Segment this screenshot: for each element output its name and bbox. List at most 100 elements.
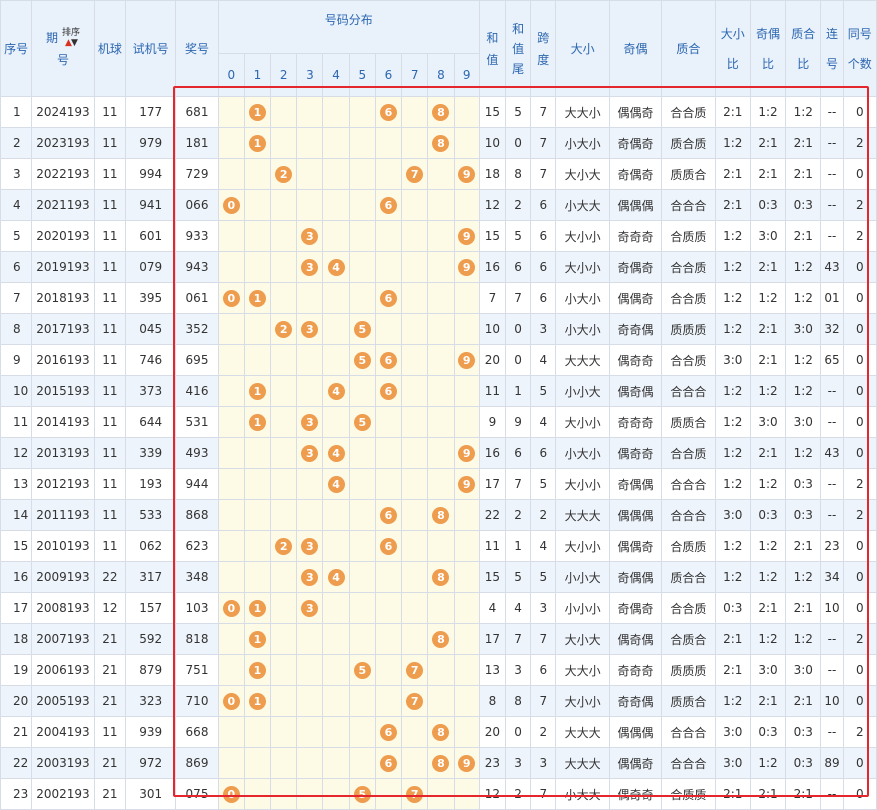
row-sum: 13 <box>478 654 507 686</box>
row-trial: 339 <box>124 437 177 469</box>
digit-cell-3 <box>296 747 324 779</box>
row-sum-tail: 0 <box>504 716 532 748</box>
digit-cell-2 <box>270 96 298 128</box>
row-span: 3 <box>530 313 557 345</box>
row-sum-tail: 7 <box>504 468 532 500</box>
row-bs-ratio: 1:2 <box>714 437 751 469</box>
row-period: 2018193 <box>31 282 95 314</box>
row-same-count: 0 <box>842 282 877 314</box>
digit-ball: 5 <box>353 413 371 431</box>
digit-cell-6: 6 <box>374 344 403 376</box>
table-row: 20 2005193 21 323 710 0 1 7 8 8 7 大小小 奇奇偶 质质合 1:2 2:1 2:… <box>0 685 877 717</box>
row-machine: 11 <box>93 499 126 531</box>
digit-cell-4 <box>322 313 350 345</box>
digit-ball: 8 <box>432 103 450 121</box>
digit-cell-7 <box>401 716 429 748</box>
digit-cell-4 <box>322 623 350 655</box>
row-primecomp: 合合合 <box>661 375 716 407</box>
digit-ball: 3 <box>301 413 319 431</box>
table-row: 18 2007193 21 592 818 1 8 17 7 7 大小大 偶奇偶 合质合 2:1 1:2 1:… <box>0 623 877 655</box>
row-machine: 11 <box>93 220 126 252</box>
row-trial: 373 <box>124 375 177 407</box>
digit-cell-2 <box>270 375 298 407</box>
table-row: 4 2021193 11 941 066 0 6 12 2 6 小大大 偶偶偶 合合合 2:1 0:3 0:3… <box>0 189 877 221</box>
digit-ball: 2 <box>275 320 293 338</box>
sort-toggle[interactable]: 排序 ▲▼ <box>61 28 80 48</box>
digit-cell-5 <box>348 96 376 128</box>
digit-cell-0 <box>217 158 245 190</box>
row-oddeven: 偶奇奇 <box>608 437 663 469</box>
row-period: 2013193 <box>31 437 95 469</box>
digit-cell-8 <box>427 313 455 345</box>
row-same-count: 0 <box>842 561 877 593</box>
digit-cell-4 <box>322 282 350 314</box>
digit-cell-9 <box>453 313 480 345</box>
digit-cell-1 <box>243 313 272 345</box>
row-seq: 14 <box>0 499 33 531</box>
row-period: 2012193 <box>31 468 95 500</box>
digit-cell-1: 1 <box>243 96 272 128</box>
digit-cell-8: 8 <box>427 127 455 159</box>
digit-cell-4 <box>322 716 350 748</box>
digit-cell-0 <box>217 530 245 562</box>
row-consecutive: -- <box>820 158 844 190</box>
digit-cell-9 <box>453 592 480 624</box>
header-period[interactable]: 期排序 ▲▼ 号 <box>31 0 95 97</box>
digit-cell-8 <box>427 189 455 221</box>
row-primecomp: 合合合 <box>661 189 716 221</box>
digit-cell-8: 8 <box>427 716 455 748</box>
digit-cell-3 <box>296 127 324 159</box>
row-oe-ratio: 3:0 <box>749 220 787 252</box>
digit-cell-7 <box>401 623 429 655</box>
row-primecomp: 质合合 <box>661 561 716 593</box>
digit-cell-1: 1 <box>243 375 272 407</box>
row-sum-tail: 6 <box>504 437 532 469</box>
digit-cell-4 <box>322 158 350 190</box>
row-trial: 323 <box>124 685 177 717</box>
row-primecomp: 合合质 <box>661 592 716 624</box>
row-seq: 19 <box>0 654 33 686</box>
digit-cell-7 <box>401 220 429 252</box>
digit-ball: 1 <box>248 413 266 431</box>
row-oddeven: 奇奇奇 <box>608 406 663 438</box>
header-oddeven: 奇偶 <box>608 0 663 97</box>
row-primecomp: 合合合 <box>661 468 716 500</box>
digit-ball: 0 <box>222 599 240 617</box>
digit-cell-7 <box>401 437 429 469</box>
row-span: 7 <box>530 158 557 190</box>
row-span: 3 <box>530 747 557 779</box>
digit-cell-4 <box>322 530 350 562</box>
digit-cell-3 <box>296 654 324 686</box>
row-sum-tail: 0 <box>504 313 532 345</box>
digit-cell-7 <box>401 747 429 779</box>
row-trial: 746 <box>124 344 177 376</box>
digit-cell-4 <box>322 344 350 376</box>
row-trial: 592 <box>124 623 177 655</box>
digit-cell-2 <box>270 468 298 500</box>
table-row: 14 2011193 11 533 868 6 8 22 2 2 大大大 偶偶偶 合合合 3:0 0:3 0:… <box>0 499 877 531</box>
row-same-count: 2 <box>842 189 877 221</box>
digit-cell-1: 1 <box>243 282 272 314</box>
row-span: 2 <box>530 499 557 531</box>
digit-cell-0 <box>217 313 245 345</box>
digit-cell-9: 9 <box>453 220 480 252</box>
digit-cell-3 <box>296 189 324 221</box>
digit-cell-4 <box>322 189 350 221</box>
row-trial: 879 <box>124 654 177 686</box>
row-seq: 17 <box>0 592 33 624</box>
row-bigsmall: 大小小 <box>555 468 610 500</box>
row-trial: 939 <box>124 716 177 748</box>
row-bigsmall: 大小大 <box>555 623 610 655</box>
row-span: 7 <box>530 623 557 655</box>
digit-cell-2 <box>270 499 298 531</box>
row-seq: 15 <box>0 530 33 562</box>
row-machine: 21 <box>93 778 126 810</box>
table-row: 23 2002193 21 301 075 0 5 7 12 2 7 小大大 偶奇奇 合质质 2:1 2:1 2… <box>0 778 877 810</box>
digit-cell-4 <box>322 406 350 438</box>
digit-cell-9 <box>453 282 480 314</box>
digit-cell-3 <box>296 96 324 128</box>
digit-ball: 8 <box>432 568 450 586</box>
row-sum: 10 <box>478 127 507 159</box>
row-same-count: 0 <box>842 778 877 810</box>
row-consecutive: -- <box>820 623 844 655</box>
